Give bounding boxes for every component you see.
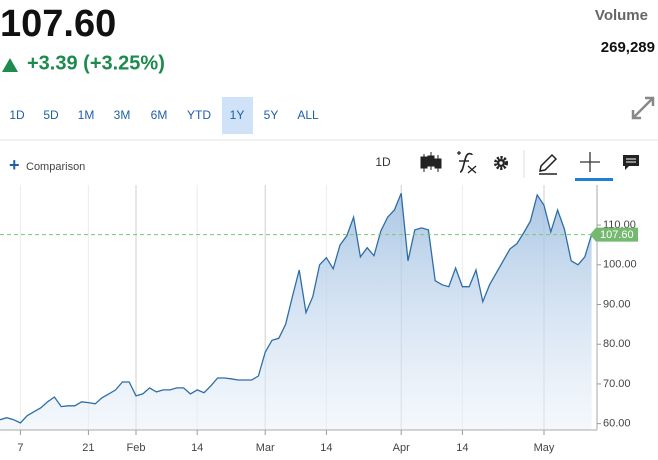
comparison-button[interactable]: Comparison [26, 161, 85, 173]
x-tick-label: 14 [320, 442, 332, 454]
x-tick-label: Apr [393, 442, 410, 454]
volume-label: Volume [595, 7, 648, 24]
last-price-badge [590, 227, 638, 242]
candlestick-icon[interactable] [420, 152, 442, 172]
price-area [0, 193, 592, 430]
volume-value: 269,289 [601, 39, 655, 56]
x-tick-label: May [534, 442, 555, 454]
last-price-label: 107.60 [600, 229, 634, 241]
price-change: +3.39 (+3.25%) [27, 52, 165, 74]
x-tick-label: 14 [191, 442, 203, 454]
range-button[interactable]: 1D [9, 108, 25, 122]
crosshair-icon[interactable] [580, 152, 600, 172]
indicator-icon[interactable] [457, 151, 477, 174]
x-tick-label: 21 [82, 442, 94, 454]
range-button[interactable]: 3M [114, 108, 131, 122]
range-bar: 1D 5D 1M 3M 6M YTD 1Y 5Y ALL [9, 97, 319, 134]
y-tick-label: 100.00 [603, 259, 637, 271]
y-tick-label: 60.00 [603, 418, 631, 430]
range-button[interactable]: 6M [151, 108, 168, 122]
x-tick-label: Mar [256, 442, 275, 454]
y-tick-label: 90.00 [603, 298, 631, 310]
settings-icon[interactable] [494, 156, 508, 170]
price-line [0, 193, 593, 424]
range-button[interactable]: ALL [297, 108, 319, 122]
range-button[interactable]: 1M [78, 108, 95, 122]
active-tool-underline [575, 178, 613, 181]
plus-icon[interactable]: + [9, 155, 20, 175]
up-arrow [2, 58, 18, 72]
y-tick-label: 70.00 [603, 378, 631, 390]
interval-button[interactable]: 1D [375, 155, 391, 169]
range-selected-bg [222, 97, 253, 134]
x-tick-label: 7 [17, 442, 23, 454]
range-button[interactable]: 1Y [230, 108, 245, 122]
comment-icon[interactable] [623, 155, 639, 170]
x-tick-label: Feb [127, 442, 146, 454]
y-tick-label: 80.00 [603, 338, 631, 350]
range-button[interactable]: YTD [187, 108, 211, 122]
chart: 7 21 Feb 14 Mar 14 Apr 14 May 60.00 70.00 80.00 90.0… [0, 185, 638, 454]
range-button[interactable]: 5Y [264, 108, 279, 122]
draw-icon[interactable] [539, 153, 558, 175]
price: 107.60 [0, 3, 116, 45]
expand-icon[interactable] [631, 96, 655, 120]
x-tick-label: 14 [456, 442, 468, 454]
range-button[interactable]: 5D [43, 108, 59, 122]
